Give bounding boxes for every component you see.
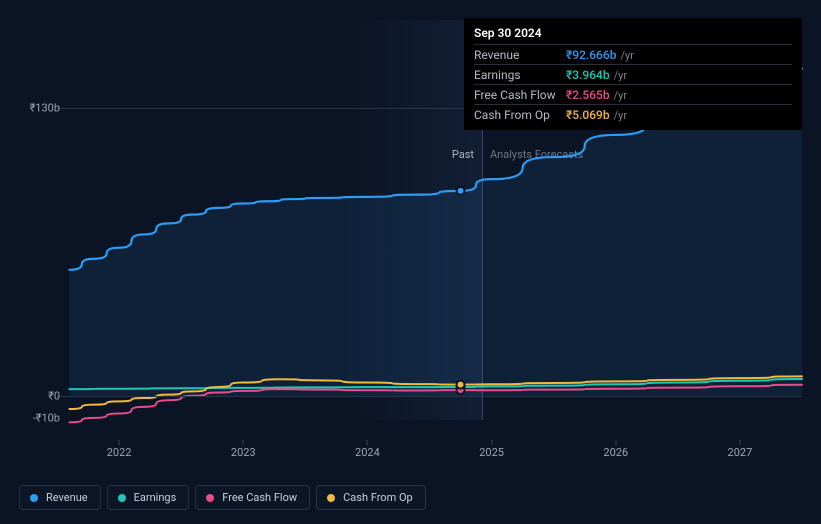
- tooltip-row-label: Revenue: [474, 48, 566, 62]
- x-tick-label: 2026: [603, 446, 628, 459]
- legend-item-cfo[interactable]: Cash From Op: [316, 485, 426, 510]
- tooltip-row: Revenue₹92.666b/yr: [474, 44, 792, 64]
- y-tick-label: ₹0: [48, 389, 60, 402]
- legend-item-fcf[interactable]: Free Cash Flow: [195, 485, 310, 510]
- legend-item-revenue[interactable]: Revenue: [19, 485, 101, 510]
- x-tick-label: 2027: [728, 446, 753, 459]
- legend-dot-icon: [327, 494, 335, 502]
- legend-dot-icon: [30, 494, 38, 502]
- legend-label: Free Cash Flow: [222, 491, 297, 504]
- x-tick-label: 2025: [479, 446, 504, 459]
- x-tick-mark: [119, 440, 120, 445]
- marker-cfo: [457, 381, 465, 389]
- x-tick-mark: [491, 440, 492, 445]
- legend-label: Revenue: [46, 491, 88, 504]
- tooltip-row-label: Cash From Op: [474, 108, 566, 122]
- tooltip-row-value: ₹5.069b: [566, 108, 610, 122]
- x-tick-mark: [367, 440, 368, 445]
- tooltip-date: Sep 30 2024: [474, 26, 792, 40]
- tooltip-row: Cash From Op₹5.069b/yr: [474, 104, 792, 124]
- legend-label: Earnings: [134, 491, 177, 504]
- tooltip-row-value: ₹3.964b: [566, 68, 610, 82]
- legend: Revenue Earnings Free Cash Flow Cash From O…: [19, 485, 426, 510]
- x-tick-mark: [243, 440, 244, 445]
- tooltip-row-value: ₹2.565b: [566, 88, 610, 102]
- x-tick-mark: [739, 440, 740, 445]
- x-tick-label: 2024: [355, 446, 380, 459]
- tooltip-row: Earnings₹3.964b/yr: [474, 64, 792, 84]
- legend-dot-icon: [118, 494, 126, 502]
- x-tick-label: 2022: [107, 446, 132, 459]
- legend-dot-icon: [206, 494, 214, 502]
- tooltip-row-label: Free Cash Flow: [474, 88, 566, 102]
- x-axis: 2022 2023 2024 2025 2026 2027: [57, 440, 802, 470]
- tooltip-row-label: Earnings: [474, 68, 566, 82]
- tooltip-row-unit: /yr: [620, 49, 633, 62]
- tooltip-row-value: ₹92.666b: [566, 48, 616, 62]
- legend-label: Cash From Op: [343, 491, 413, 504]
- legend-item-earnings[interactable]: Earnings: [107, 485, 190, 510]
- x-tick-label: 2023: [231, 446, 256, 459]
- gridline: [57, 396, 802, 397]
- y-tick-label: -₹10b: [33, 411, 60, 424]
- marker-revenue: [457, 187, 465, 195]
- tooltip-row-unit: /yr: [614, 69, 627, 82]
- tooltip-row-unit: /yr: [614, 109, 627, 122]
- tooltip-row: Free Cash Flow₹2.565b/yr: [474, 84, 792, 104]
- y-tick-label: ₹130b: [30, 102, 60, 115]
- x-tick-mark: [615, 440, 616, 445]
- tooltip: Sep 30 2024 Revenue₹92.666b/yrEarnings₹3…: [464, 18, 802, 130]
- tooltip-row-unit: /yr: [614, 89, 627, 102]
